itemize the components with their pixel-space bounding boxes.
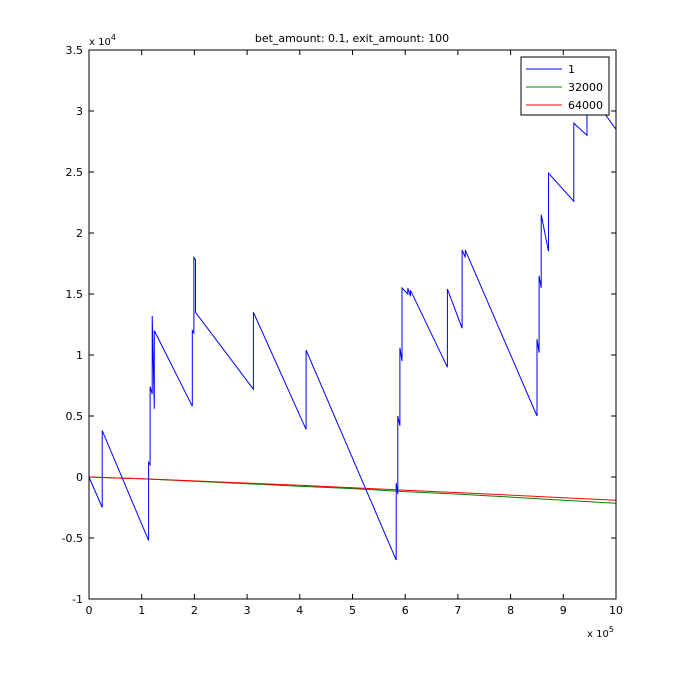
x-tick-label: 8: [507, 604, 514, 617]
x-tick-label: 10: [609, 604, 623, 617]
series-line-32000: [89, 476, 616, 504]
series-lines: [89, 57, 616, 561]
x-tick-label: 9: [560, 604, 567, 617]
x-tick-label: 4: [296, 604, 303, 617]
x-tick-label: 0: [86, 604, 93, 617]
legend-label: 1: [568, 63, 575, 76]
x-multiplier-exponent: 5: [609, 625, 614, 634]
y-tick-label: 1: [76, 349, 83, 362]
y-multiplier-label: x 104: [89, 33, 116, 48]
x-tick-label: 7: [454, 604, 461, 617]
x-tick-label: 5: [349, 604, 356, 617]
x-multiplier-label: x 105: [587, 625, 614, 640]
chart-title: bet_amount: 0.1, exit_amount: 100: [255, 32, 449, 45]
y-tick-label: 0: [76, 471, 83, 484]
y-tick-label: 0.5: [66, 410, 84, 423]
y-tick-label: 3: [76, 105, 83, 118]
legend-label: 64000: [568, 99, 603, 112]
x-tick-label: 3: [244, 604, 251, 617]
plot-frame: [88, 49, 617, 600]
y-tick-label: 3.5: [66, 44, 84, 57]
x-tick-label: 6: [402, 604, 409, 617]
y-tick-label: 2.5: [66, 166, 84, 179]
y-tick-label: 1.5: [66, 288, 84, 301]
x-tick-label: 1: [138, 604, 145, 617]
x-multiplier-base: x 10: [587, 629, 609, 640]
y-multiplier-exponent: 4: [111, 33, 116, 42]
legend-label: 32000: [568, 81, 603, 94]
y-tick-label: -0.5: [62, 532, 83, 545]
x-tick-label: 2: [191, 604, 198, 617]
y-tick-label: -1: [72, 593, 83, 606]
legend: 1 32000 64000: [520, 56, 610, 116]
y-tick-label: 2: [76, 227, 83, 240]
axis-ticks: 0 1 2 3 4 5 6 7 8 9 10 -1 -0.5 0 0.5 1 1.5 2 2.5 3 3.5: [62, 44, 623, 617]
series-line-64000: [89, 476, 616, 501]
series-line-1: [89, 57, 616, 561]
y-multiplier-base: x 10: [89, 37, 111, 48]
